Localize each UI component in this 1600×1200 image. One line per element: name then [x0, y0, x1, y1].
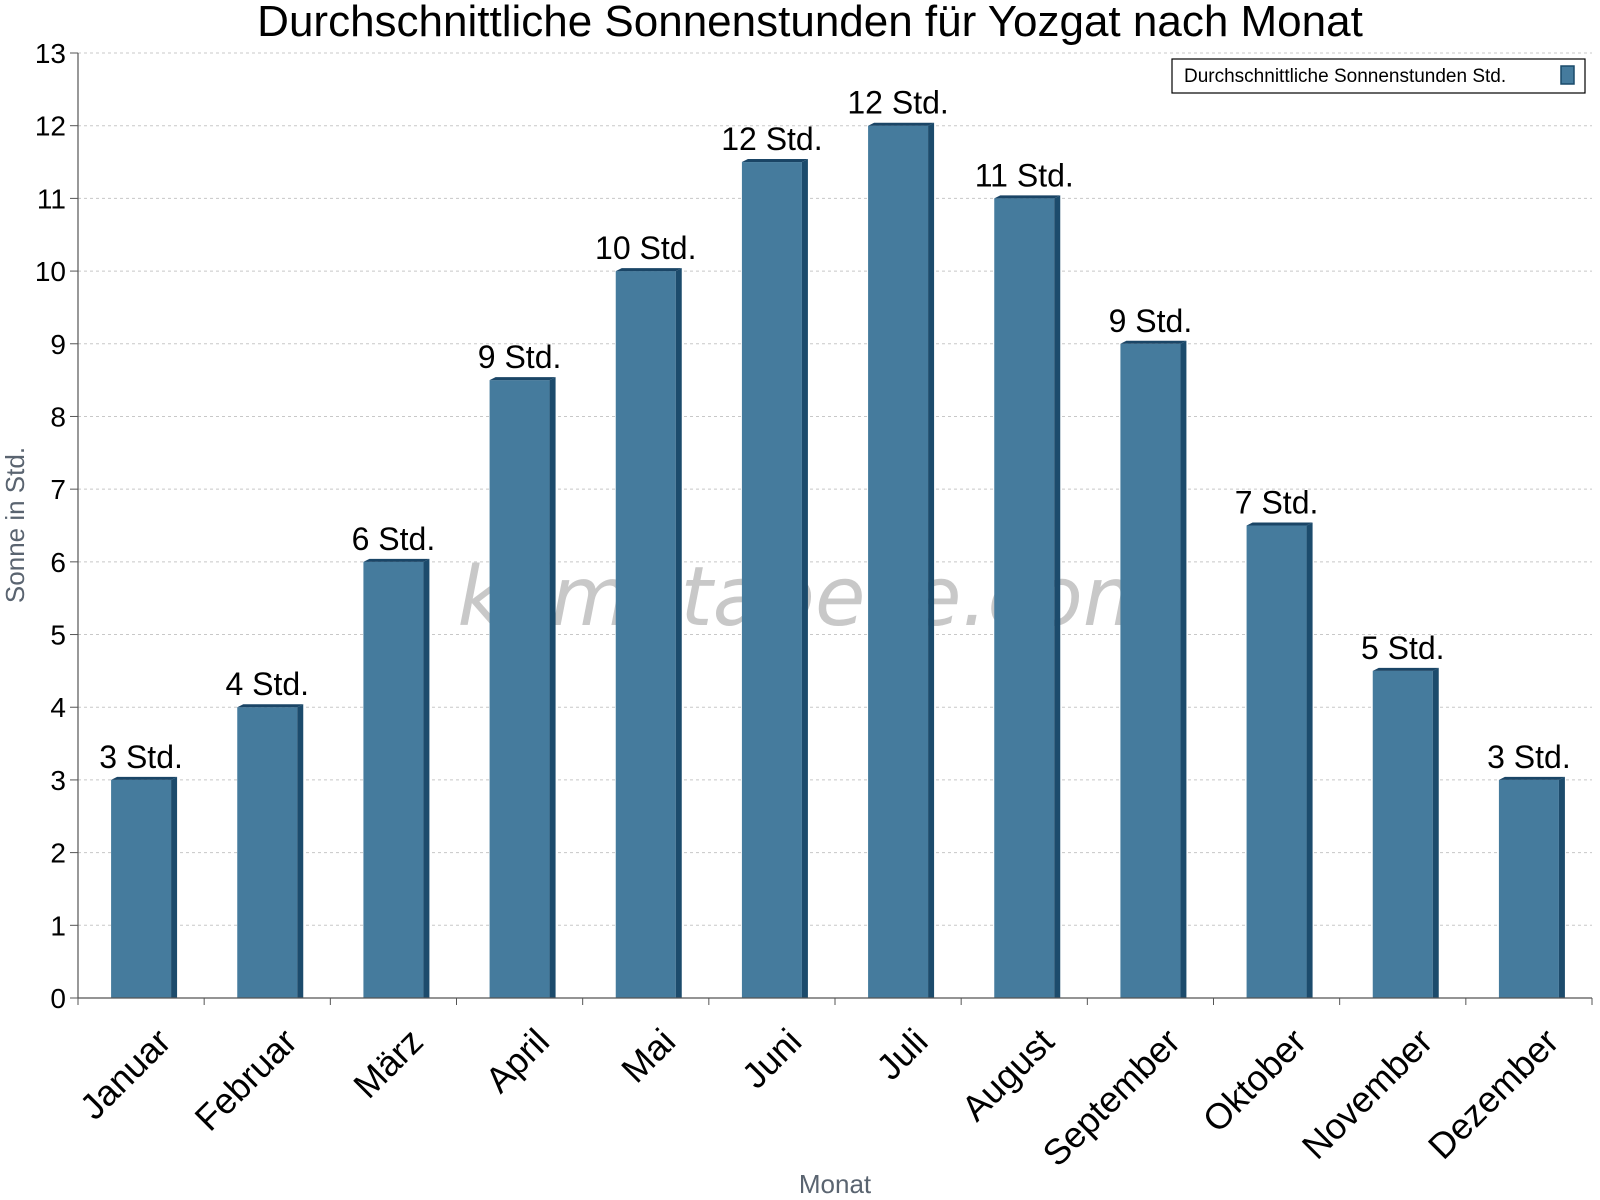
y-tick-label: 9: [50, 329, 66, 360]
x-tick-label: Mai: [613, 1020, 683, 1090]
x-tick-label: März: [345, 1020, 431, 1106]
bar: [1498, 779, 1559, 998]
bar-top: [868, 122, 935, 126]
bar-group: [363, 558, 430, 998]
y-tick-label: 2: [50, 838, 66, 869]
bar-group: [111, 776, 178, 998]
x-tick-label: April: [477, 1020, 557, 1100]
data-label: 5 Std.: [1361, 630, 1445, 666]
x-tick-label: Oktober: [1195, 1020, 1315, 1140]
y-axis-label: Sonne in Std.: [0, 447, 30, 603]
bar-side: [423, 558, 430, 998]
data-label: 10 Std.: [595, 230, 696, 266]
bar-top: [994, 195, 1061, 199]
x-tick-label: Juni: [734, 1020, 810, 1096]
bar: [994, 198, 1055, 998]
bar-side: [801, 159, 808, 999]
y-tick-label: 11: [37, 183, 66, 214]
x-tick-label: Februar: [187, 1020, 305, 1138]
x-tick-label: Juli: [868, 1020, 935, 1087]
bar-top: [1246, 522, 1313, 526]
y-tick-label: 13: [35, 38, 66, 69]
y-tick-label: 0: [50, 983, 66, 1014]
data-label: 9 Std.: [478, 339, 562, 375]
chart-title: Durchschnittliche Sonnenstunden für Yozg…: [257, 0, 1363, 46]
y-tick-label: 10: [35, 256, 66, 287]
bar-top: [237, 704, 304, 708]
bar-side: [297, 704, 304, 998]
legend-swatch: [1560, 65, 1575, 85]
bar: [1246, 525, 1307, 998]
bar-top: [1498, 776, 1565, 780]
data-label: 12 Std.: [847, 85, 948, 121]
y-tick-label: 4: [50, 692, 66, 723]
bar-group: [1498, 776, 1565, 998]
x-tick-label: September: [1034, 1020, 1188, 1174]
bar: [237, 707, 298, 998]
x-tick-label: November: [1294, 1020, 1440, 1166]
bar-top: [363, 558, 430, 562]
bar-top: [489, 377, 556, 381]
bar-top: [741, 159, 808, 163]
data-label: 12 Std.: [721, 121, 822, 157]
x-tick-label: Dezember: [1420, 1020, 1566, 1166]
bar: [615, 271, 676, 999]
bar-side: [171, 776, 178, 998]
bar: [741, 162, 802, 999]
x-axis-label: Monat: [799, 1169, 872, 1199]
legend-label: Durchschnittliche Sonnenstunden Std.: [1184, 66, 1506, 87]
bars: 3 Std. 4 Std. 6 Std. 9 Std. 10 Std. 12 Std. 12…: [99, 85, 1571, 999]
data-label: 3 Std.: [99, 739, 183, 775]
bar-group: [489, 377, 556, 999]
y-tick-label: 6: [50, 547, 66, 578]
y-tick-label: 8: [50, 401, 66, 432]
bar-side: [1432, 667, 1439, 998]
bar-top: [615, 268, 682, 272]
bar-group: [1246, 522, 1313, 998]
bar-side: [1306, 522, 1313, 998]
bar: [1372, 670, 1433, 998]
bar-group: [1372, 667, 1439, 998]
y-tick-label: 12: [35, 111, 66, 142]
data-label: 4 Std.: [225, 666, 309, 702]
y-tick-label: 7: [50, 474, 66, 505]
bar-group: [237, 704, 304, 998]
bar-side: [928, 122, 935, 998]
bar-group: [615, 268, 682, 999]
y-tick-label: 5: [50, 620, 66, 651]
bar-group: [868, 122, 935, 998]
data-label: 7 Std.: [1235, 485, 1319, 521]
bar: [1120, 343, 1181, 998]
bar-top: [1372, 667, 1439, 671]
bar-top: [1120, 340, 1187, 344]
bar-side: [1558, 776, 1565, 998]
bar: [489, 380, 550, 999]
data-label: 9 Std.: [1109, 303, 1193, 339]
bar: [111, 779, 172, 998]
bar: [868, 125, 929, 998]
bar-top: [111, 776, 178, 780]
data-label: 6 Std.: [352, 521, 436, 557]
legend-box: [1171, 58, 1586, 94]
grid: [78, 52, 1592, 926]
bar-group: [994, 195, 1061, 998]
bar: [363, 561, 424, 998]
bar-side: [1054, 195, 1061, 998]
legend: Durchschnittliche Sonnenstunden Std.: [1171, 58, 1586, 94]
bar-side: [549, 377, 556, 999]
bar-group: [1120, 340, 1187, 998]
bar-side: [1180, 340, 1187, 998]
data-label: 11 Std.: [975, 157, 1074, 193]
data-label: 3 Std.: [1487, 739, 1571, 775]
bar-group: [741, 159, 808, 999]
y-tick-label: 1: [50, 910, 66, 941]
bar-side: [675, 268, 682, 999]
y-tick-label: 3: [50, 765, 66, 796]
x-tick-label: August: [953, 1020, 1061, 1128]
x-tick-label: Januar: [72, 1020, 179, 1127]
